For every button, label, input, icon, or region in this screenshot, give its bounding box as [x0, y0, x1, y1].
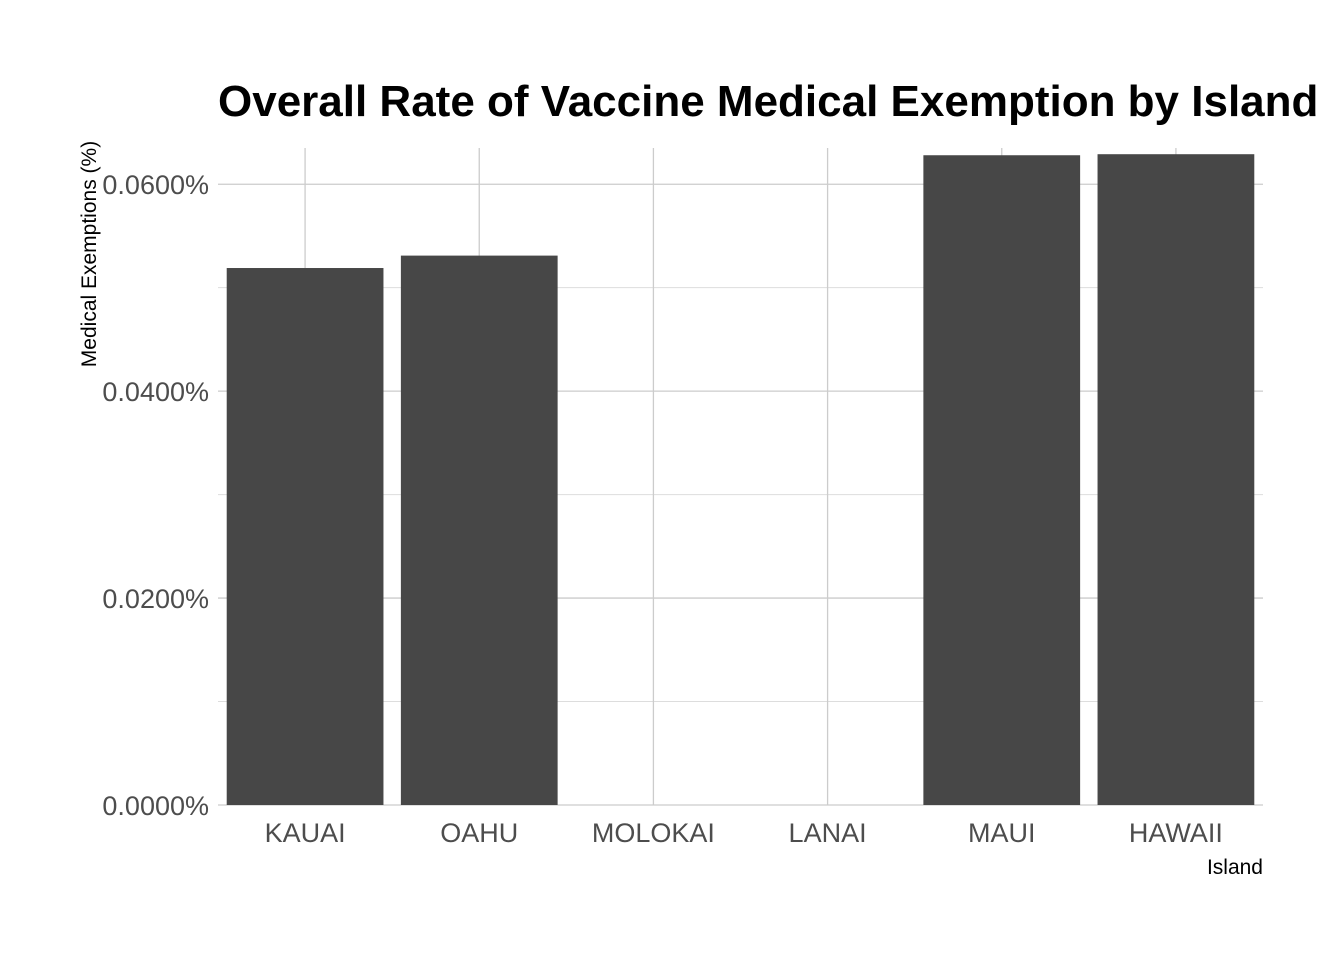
bar-maui [923, 155, 1081, 805]
x-tick-label: HAWAII [1129, 818, 1223, 848]
x-tick-label: OAHU [440, 818, 518, 848]
x-tick-label: LANAI [789, 818, 867, 848]
bar-kauai [226, 268, 384, 805]
x-tick-label: KAUAI [265, 818, 346, 848]
bars [226, 154, 1255, 805]
y-tick-label: 0.0600% [102, 170, 209, 200]
x-tick-label: MOLOKAI [592, 818, 715, 848]
x-axis-ticks: KAUAI OAHU MOLOKAI LANAI MAUI HAWAII [265, 818, 1223, 848]
chart-title: Overall Rate of Vaccine Medical Exemptio… [218, 77, 1318, 126]
y-tick-label: 0.0000% [102, 791, 209, 821]
y-tick-label: 0.0200% [102, 584, 209, 614]
x-tick-label: MAUI [968, 818, 1036, 848]
x-axis-label: Island [1207, 856, 1263, 879]
bar-oahu [400, 255, 558, 805]
y-tick-label: 0.0400% [102, 377, 209, 407]
y-axis-ticks: 0.0000% 0.0200% 0.0400% 0.0600% [102, 170, 209, 821]
bar-hawaii [1097, 154, 1255, 805]
y-axis-label: Medical Exemptions (%) [78, 141, 101, 367]
